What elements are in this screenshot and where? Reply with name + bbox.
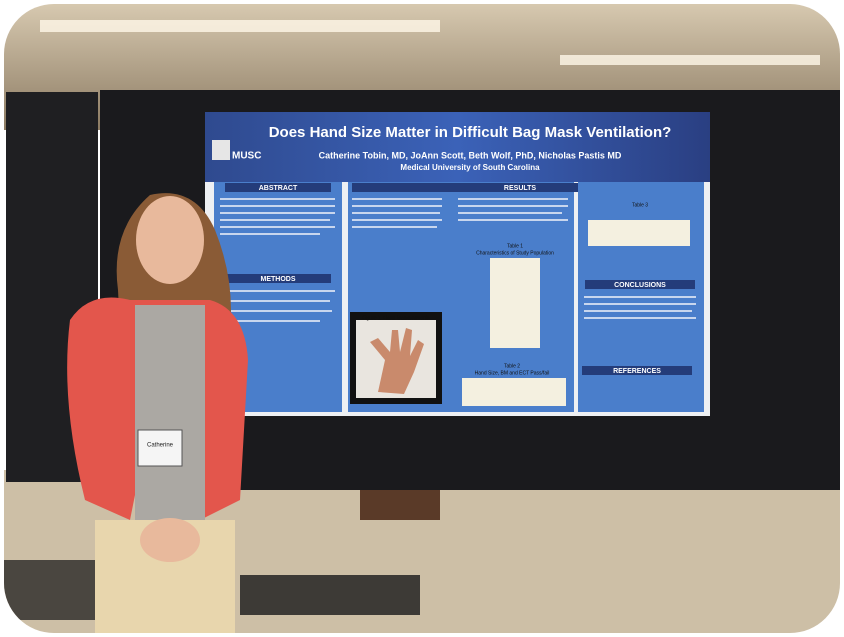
poster-affiliation: Medical University of South Carolina bbox=[400, 163, 540, 172]
floor-tile bbox=[240, 575, 420, 615]
table-title: Table 3 bbox=[632, 202, 648, 208]
heading-bar bbox=[225, 274, 331, 283]
table bbox=[490, 258, 540, 348]
hand bbox=[370, 328, 424, 394]
figure-caption: Figure 1: Hand Measurements bbox=[362, 315, 430, 321]
section-heading: REFERENCES bbox=[613, 368, 661, 375]
table-caption: Hand Size, BM and ECT Pass/fail bbox=[475, 370, 550, 376]
floor-tile bbox=[4, 560, 110, 620]
light bbox=[40, 20, 440, 32]
heading-bar bbox=[582, 366, 692, 375]
section-heading: CONCLUSIONS bbox=[614, 282, 666, 289]
heading-bar bbox=[352, 183, 687, 192]
face bbox=[136, 196, 204, 284]
table-caption: Characteristics of Study Population bbox=[476, 250, 554, 256]
heading-bar bbox=[585, 280, 695, 289]
section-heading: ABSTRACT bbox=[259, 185, 298, 192]
name-tag-text: Catherine bbox=[147, 443, 174, 449]
table-title: Table 2 bbox=[504, 363, 520, 369]
table bbox=[462, 378, 566, 406]
logo-icon bbox=[212, 140, 230, 160]
pattern bbox=[135, 305, 205, 525]
table bbox=[588, 220, 690, 246]
section-heading: METHODS bbox=[261, 276, 296, 283]
name-tag bbox=[137, 429, 183, 467]
section-heading: RESULTS bbox=[504, 185, 536, 192]
table-title: Table 1 bbox=[507, 243, 523, 249]
feet bbox=[360, 490, 440, 520]
heading-bar bbox=[225, 183, 331, 192]
poster-header bbox=[205, 112, 710, 182]
poster-title: Does Hand Size Matter in Difficult Bag M… bbox=[269, 124, 672, 141]
blouse bbox=[135, 305, 205, 525]
body-text bbox=[220, 198, 696, 322]
poster-authors: Catherine Tobin, MD, JoAnn Scott, Beth W… bbox=[319, 150, 622, 160]
hands bbox=[140, 518, 200, 562]
light bbox=[560, 55, 820, 65]
logo: MUSC bbox=[232, 151, 261, 162]
